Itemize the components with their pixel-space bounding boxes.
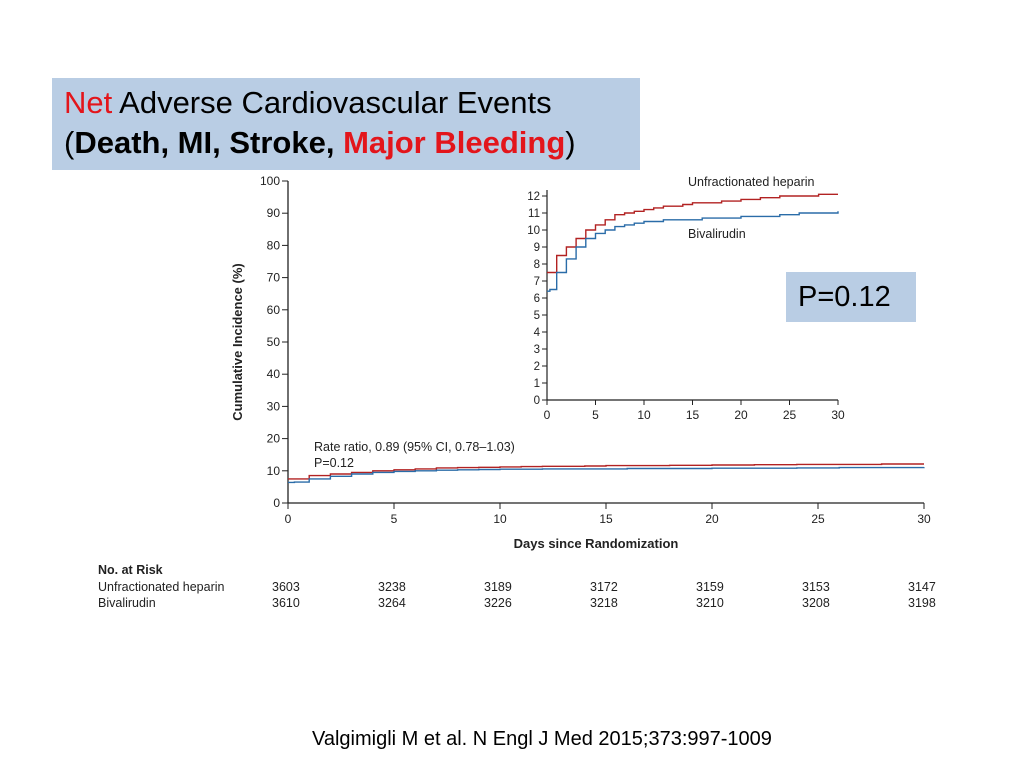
risk-table-cell: 3159 (696, 580, 724, 594)
main-y-tick-label: 50 (267, 335, 281, 349)
main-y-tick-label: 100 (260, 174, 280, 188)
main-x-tick-label: 25 (811, 512, 825, 526)
inset-y-tick-label: 11 (528, 208, 540, 220)
main-y-tick-label: 10 (267, 464, 281, 478)
inset-y-tick-label: 10 (527, 225, 540, 237)
inset-x-tick-label: 25 (783, 408, 797, 422)
inset-y-tick-label: 8 (534, 259, 540, 271)
inset-y-tick-label: 2 (534, 361, 540, 373)
p-value-box: P=0.12 (786, 272, 916, 322)
main-x-tick-label: 30 (917, 512, 931, 526)
inset-series-bivalirudin (547, 211, 839, 292)
main-y-tick-label: 90 (267, 206, 281, 220)
inset-label-bivalirudin: Bivalirudin (688, 227, 746, 241)
inset-x-tick-label: 0 (544, 408, 551, 422)
risk-table-cell: 3208 (802, 596, 830, 610)
risk-table-cell: 3218 (590, 596, 618, 610)
inset-y-tick-label: 3 (534, 344, 540, 356)
risk-table-heading: No. at Risk (98, 563, 163, 577)
risk-row-label-heparin: Unfractionated heparin (98, 580, 225, 594)
inset-y-tick-label: 1 (534, 378, 540, 390)
risk-table-cell: 3264 (378, 596, 406, 610)
inset-y-tick-label: 0 (534, 395, 540, 407)
main-y-tick-label: 20 (267, 432, 281, 446)
inset-y-tick-label: 12 (527, 191, 540, 203)
title-box: Net Adverse Cardiovascular Events (Death… (52, 78, 640, 170)
inset-x-tick-label: 20 (734, 408, 748, 422)
title-paren-close: ) (565, 125, 576, 160)
title-line-2: (Death, MI, Stroke, Major Bleeding) (64, 125, 576, 161)
inset-x-tick-label: 10 (637, 408, 651, 422)
inset-y-tick-label: 9 (534, 242, 540, 254)
risk-table-cell: 3198 (908, 596, 936, 610)
main-x-tick-label: 20 (705, 512, 719, 526)
title-components: Death, MI, Stroke, (74, 125, 344, 160)
main-y-tick-label: 40 (267, 367, 281, 381)
main-x-tick-label: 15 (599, 512, 613, 526)
title-major-bleeding: Major Bleeding (343, 125, 566, 160)
inset-x-tick-label: 5 (592, 408, 599, 422)
inset-x-tick-label: 30 (831, 408, 845, 422)
main-series-bivalirudin (288, 466, 925, 484)
inset-label-heparin: Unfractionated heparin (688, 175, 815, 189)
risk-table-cell: 3189 (484, 580, 512, 594)
inset-y-tick-label: 6 (534, 293, 540, 305)
main-x-tick-label: 5 (391, 512, 398, 526)
main-y-tick-label: 30 (267, 399, 281, 413)
risk-table-cell: 3226 (484, 596, 512, 610)
main-y-tick-label: 60 (267, 303, 281, 317)
title-line-1-rest: Adverse Cardiovascular Events (112, 85, 552, 120)
main-y-axis-title: Cumulative Incidence (%) (230, 263, 245, 420)
risk-table-cell: 3172 (590, 580, 618, 594)
main-x-tick-label: 10 (493, 512, 507, 526)
main-y-tick-label: 70 (267, 271, 281, 285)
title-line-1: Net Adverse Cardiovascular Events (64, 85, 552, 121)
main-y-tick-label: 0 (273, 496, 280, 510)
risk-table-cell: 3238 (378, 580, 406, 594)
main-y-tick-label: 80 (267, 238, 281, 252)
main-x-axis-title: Days since Randomization (514, 536, 679, 551)
risk-table-cell: 3153 (802, 580, 830, 594)
risk-row-label-bivalirudin: Bivalirudin (98, 596, 156, 610)
risk-table-cell: 3147 (908, 580, 936, 594)
inset-y-tick-label: 7 (534, 276, 540, 288)
inset-y-tick-label: 5 (534, 310, 540, 322)
p-value-label: P=0.12 (798, 281, 891, 313)
citation: Valgimigli M et al. N Engl J Med 2015;37… (312, 728, 772, 750)
risk-table-cell: 3610 (272, 596, 300, 610)
title-net-word: Net (64, 85, 113, 120)
main-series-heparin (288, 463, 924, 480)
inset-x-tick-label: 15 (686, 408, 700, 422)
p-value-annotation: P=0.12 (314, 456, 354, 470)
inset-y-tick-label: 4 (534, 327, 541, 339)
inset-series-heparin (547, 193, 838, 274)
risk-table-cell: 3603 (272, 580, 300, 594)
main-x-tick-label: 0 (285, 512, 292, 526)
title-paren-open: ( (64, 125, 75, 160)
risk-table-cell: 3210 (696, 596, 724, 610)
rate-ratio-annotation: Rate ratio, 0.89 (95% CI, 0.78–1.03) (314, 440, 515, 454)
